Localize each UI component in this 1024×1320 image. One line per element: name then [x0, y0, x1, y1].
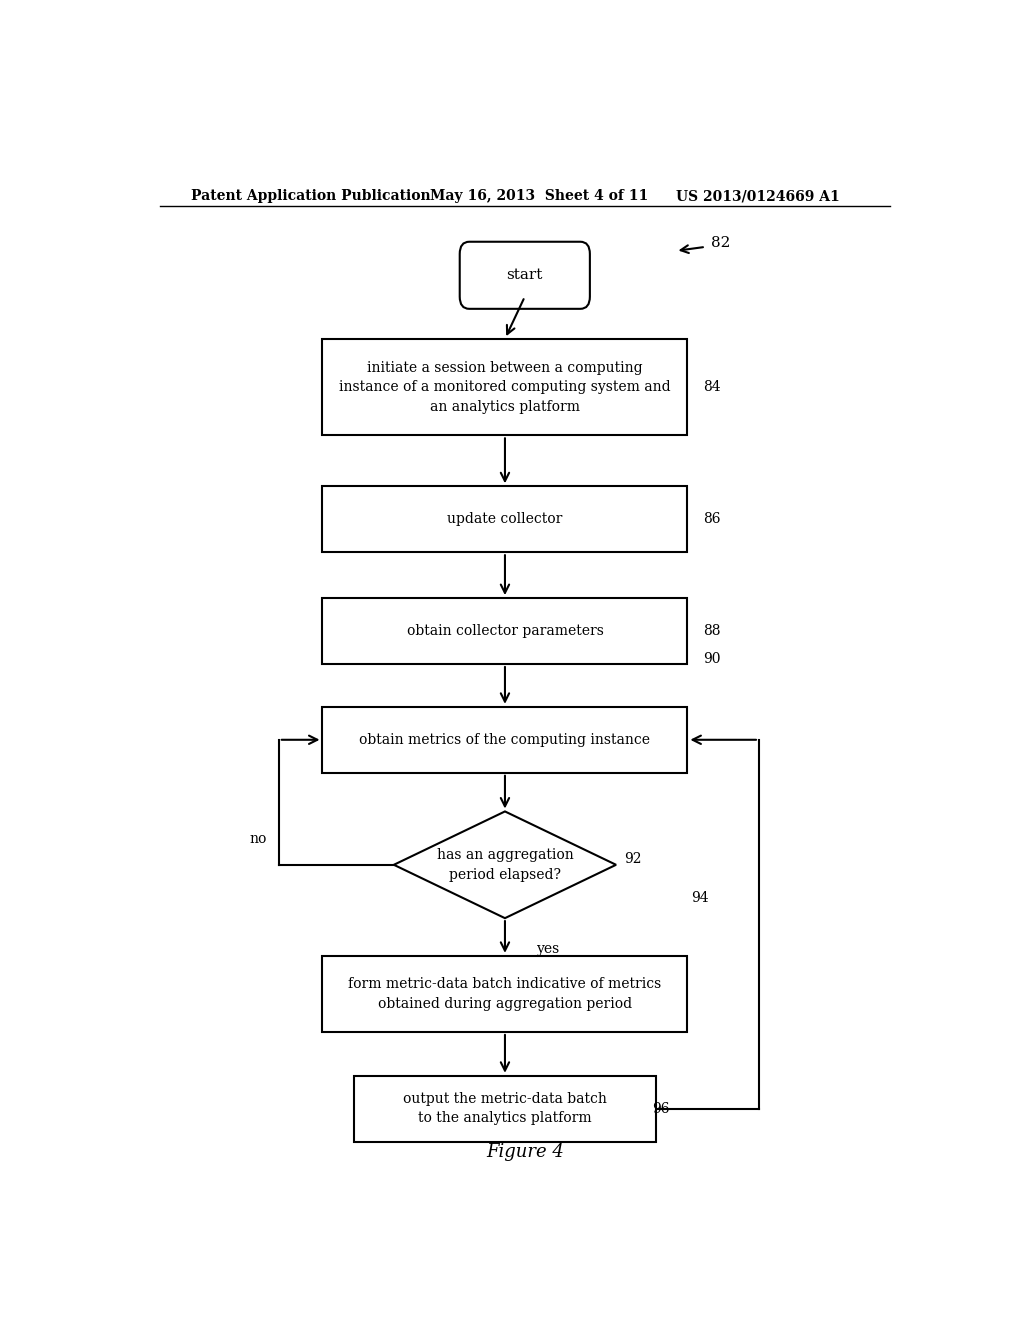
Text: obtain metrics of the computing instance: obtain metrics of the computing instance — [359, 733, 650, 747]
Polygon shape — [394, 812, 616, 919]
Text: update collector: update collector — [447, 512, 562, 527]
FancyBboxPatch shape — [460, 242, 590, 309]
Text: May 16, 2013  Sheet 4 of 11: May 16, 2013 Sheet 4 of 11 — [430, 189, 648, 203]
Bar — [323, 339, 687, 436]
Bar — [323, 706, 687, 772]
Text: 84: 84 — [703, 380, 721, 395]
Bar — [323, 598, 687, 664]
Text: has an aggregation
period elapsed?: has an aggregation period elapsed? — [436, 847, 573, 882]
Text: US 2013/0124669 A1: US 2013/0124669 A1 — [676, 189, 840, 203]
Bar — [323, 956, 687, 1032]
Text: 86: 86 — [703, 512, 721, 527]
Text: obtain collector parameters: obtain collector parameters — [407, 624, 603, 638]
Text: 82: 82 — [712, 236, 731, 249]
Text: output the metric-data batch
to the analytics platform: output the metric-data batch to the anal… — [403, 1092, 607, 1126]
Text: 94: 94 — [691, 891, 709, 906]
Text: form metric-data batch indicative of metrics
obtained during aggregation period: form metric-data batch indicative of met… — [348, 977, 662, 1011]
Text: 90: 90 — [703, 652, 721, 667]
Bar — [323, 486, 687, 552]
Text: 96: 96 — [652, 1102, 670, 1115]
Text: start: start — [507, 268, 543, 282]
Text: 92: 92 — [624, 853, 641, 866]
Text: yes: yes — [537, 941, 560, 956]
Text: Figure 4: Figure 4 — [485, 1143, 564, 1162]
Text: Patent Application Publication: Patent Application Publication — [191, 189, 431, 203]
Text: 88: 88 — [703, 624, 721, 638]
Text: no: no — [250, 833, 267, 846]
Bar — [354, 1076, 655, 1142]
Text: initiate a session between a computing
instance of a monitored computing system : initiate a session between a computing i… — [339, 360, 671, 413]
